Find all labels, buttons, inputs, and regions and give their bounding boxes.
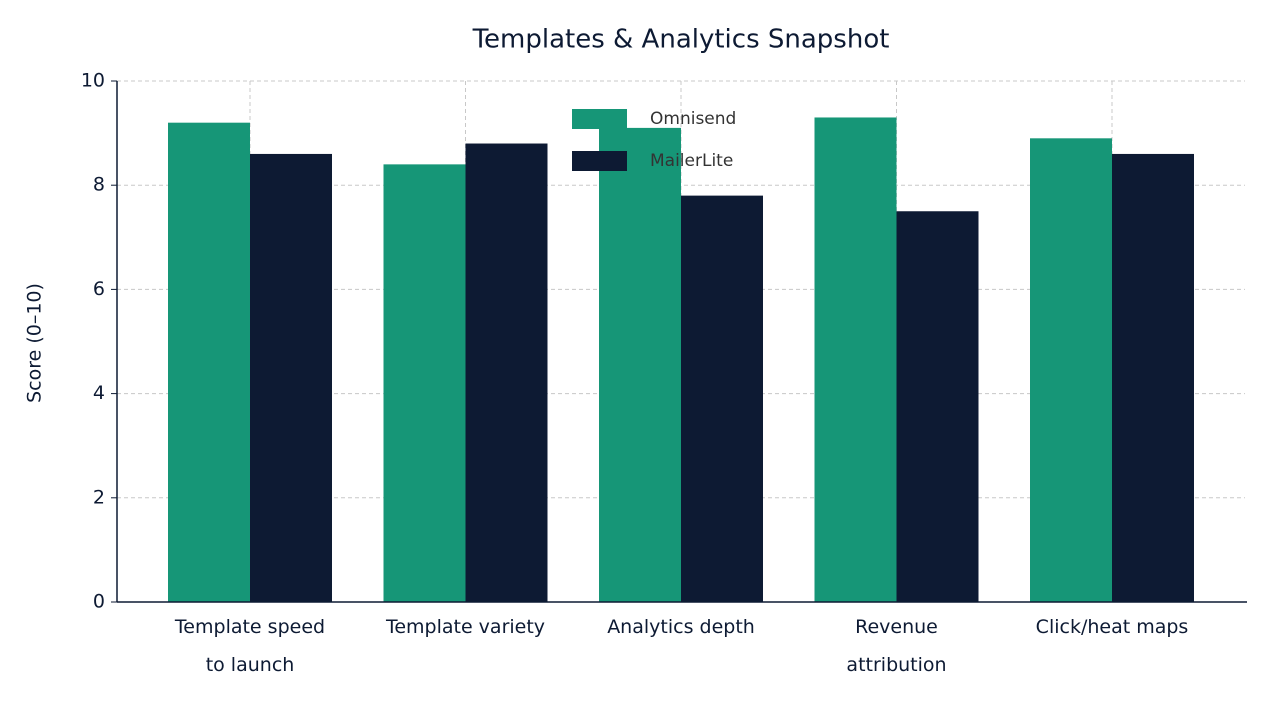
y-tick-label: 8 bbox=[93, 174, 105, 196]
bar bbox=[168, 122, 250, 603]
legend-swatch bbox=[572, 109, 627, 129]
bar bbox=[465, 143, 548, 602]
y-tick-label: 6 bbox=[93, 278, 105, 300]
y-tick-label: 0 bbox=[93, 591, 105, 613]
x-tick-label: Analytics depth bbox=[607, 616, 755, 638]
y-tick-label: 10 bbox=[81, 70, 105, 92]
bar bbox=[1112, 153, 1194, 602]
bar bbox=[896, 211, 979, 602]
bar bbox=[250, 153, 332, 602]
y-tick-label: 2 bbox=[93, 486, 105, 508]
legend-label: Omnisend bbox=[650, 109, 736, 129]
bar bbox=[814, 117, 897, 602]
chart-title: Templates & Analytics Snapshot bbox=[472, 25, 890, 55]
x-tick-label: Template variety bbox=[385, 616, 546, 638]
bar bbox=[599, 127, 681, 602]
x-tick-label: Template speed to launch bbox=[174, 616, 326, 676]
x-tick-label: Revenue attribution bbox=[846, 616, 947, 676]
legend-swatch bbox=[572, 151, 627, 171]
bar bbox=[681, 195, 763, 602]
y-axis-label: Score (0–10) bbox=[24, 283, 46, 403]
legend-label: MailerLite bbox=[650, 151, 733, 171]
bar bbox=[383, 164, 466, 603]
bar bbox=[1030, 138, 1112, 602]
x-tick-label: Click/heat maps bbox=[1035, 616, 1189, 638]
y-tick-label: 4 bbox=[93, 382, 105, 404]
